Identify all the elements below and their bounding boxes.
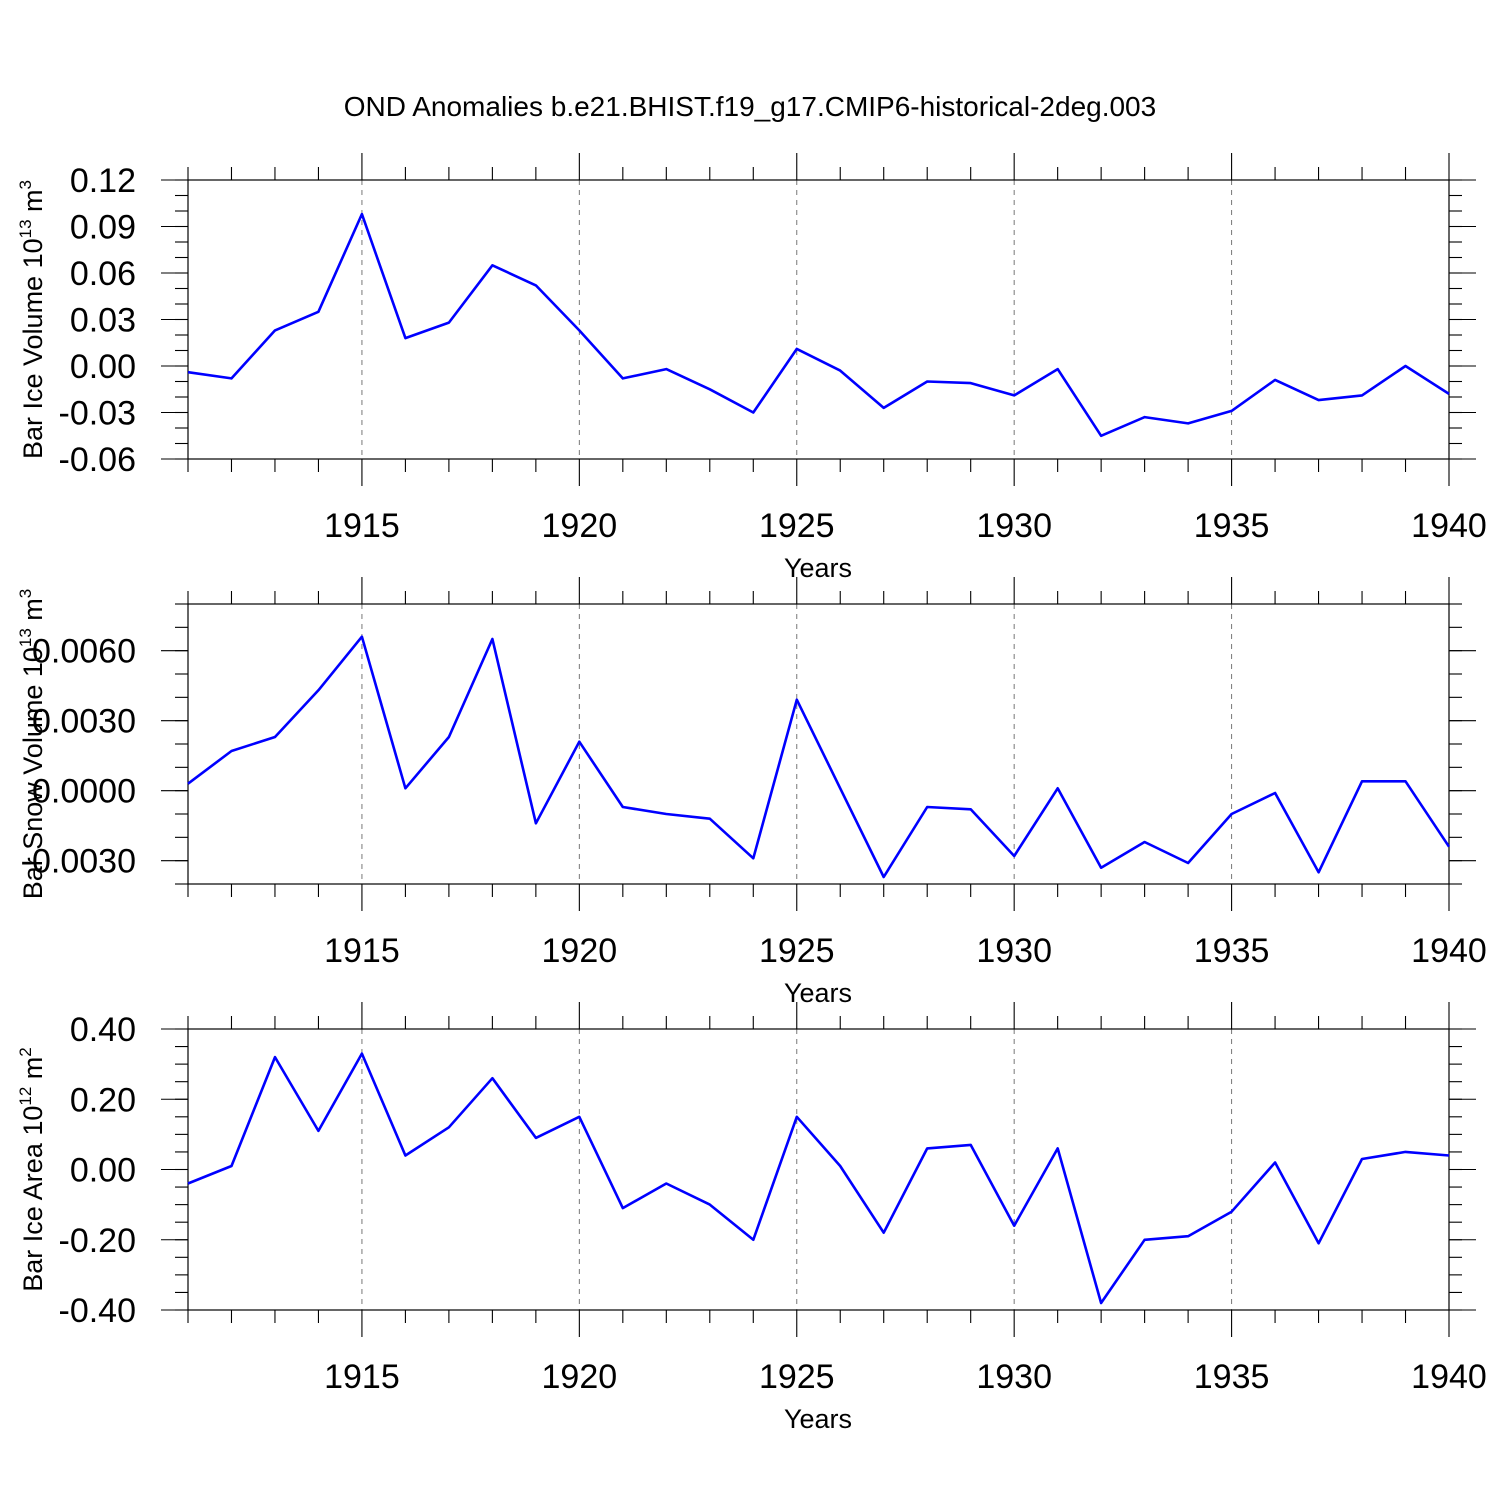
x-tick-label: 1915 <box>324 507 400 545</box>
chart-title: OND Anomalies b.e21.BHIST.f19_g17.CMIP6-… <box>344 91 1156 122</box>
x-tick-label: 1940 <box>1411 932 1487 970</box>
x-tick-label: 1920 <box>542 932 618 970</box>
y-tick-label: 0.20 <box>70 1081 136 1119</box>
y-tick-label: 0.12 <box>70 162 136 200</box>
x-tick-label: 1915 <box>324 1358 400 1396</box>
y-tick-label: 0.40 <box>70 1011 136 1049</box>
x-tick-label: 1930 <box>976 507 1052 545</box>
x-tick-label: 1925 <box>759 507 835 545</box>
x-tick-label: 1930 <box>976 932 1052 970</box>
x-tick-label: 1925 <box>759 1358 835 1396</box>
series-line <box>187 1052 1450 1305</box>
y-tick-label: -0.0030 <box>21 843 136 881</box>
y-tick-label: 0.00 <box>70 348 136 386</box>
plot-frame <box>187 603 1450 885</box>
series-line <box>187 635 1451 879</box>
y-tick-label: -0.40 <box>59 1292 137 1330</box>
y-tick-label: -0.20 <box>59 1222 137 1260</box>
y-tick-label: 0.03 <box>70 302 136 340</box>
plot-frame <box>187 179 1450 460</box>
x-tick-label: 1935 <box>1194 507 1270 545</box>
panel-3: -0.40 -0.20 0.00 0.20 0.40 1915 1920 1925 1930 19… <box>16 1002 1487 1434</box>
y-axis-label: Bar Snow Volume 1013 m3 <box>16 589 48 900</box>
y-axis-label: Bar Ice Volume 1013 m3 <box>16 180 48 459</box>
x-tick-label: 1925 <box>759 932 835 970</box>
y-tick-label: 0.0000 <box>32 773 136 811</box>
y-tick-label: 0.0030 <box>32 703 136 741</box>
x-tick-label: 1940 <box>1411 507 1487 545</box>
y-tick-label: -0.06 <box>59 441 137 479</box>
panel-1: -0.06 -0.03 0.00 0.03 0.06 0.09 0.12 1915 1920 19… <box>16 153 1487 583</box>
y-tick-label: 0.09 <box>70 209 136 247</box>
x-tick-label: 1915 <box>324 932 400 970</box>
y-tick-label: 0.0060 <box>32 633 136 671</box>
x-tick-label: 1920 <box>542 1358 618 1396</box>
y-tick-label: -0.03 <box>59 395 137 433</box>
x-tick-label: 1940 <box>1411 1358 1487 1396</box>
x-tick-label: 1930 <box>976 1358 1052 1396</box>
y-tick-label: 0.06 <box>70 255 136 293</box>
panels: -0.06 -0.03 0.00 0.03 0.06 0.09 0.12 1915 1920 19… <box>16 153 1487 1434</box>
plot-frame <box>187 1028 1450 1311</box>
y-axis-label: Bar Ice Area 1012 m2 <box>16 1047 48 1292</box>
panel-2: -0.0030 0.0000 0.0030 0.0060 1915 1920 1925 193… <box>16 577 1487 1008</box>
y-tick-label: 0.00 <box>70 1152 136 1190</box>
x-axis-label: Years <box>784 1404 852 1434</box>
x-tick-label: 1920 <box>542 507 618 545</box>
x-tick-label: 1935 <box>1194 1358 1270 1396</box>
series-line <box>187 212 1450 438</box>
x-axis-label: Years <box>784 553 852 583</box>
x-axis-label: Years <box>784 978 852 1008</box>
x-tick-label: 1935 <box>1194 932 1270 970</box>
